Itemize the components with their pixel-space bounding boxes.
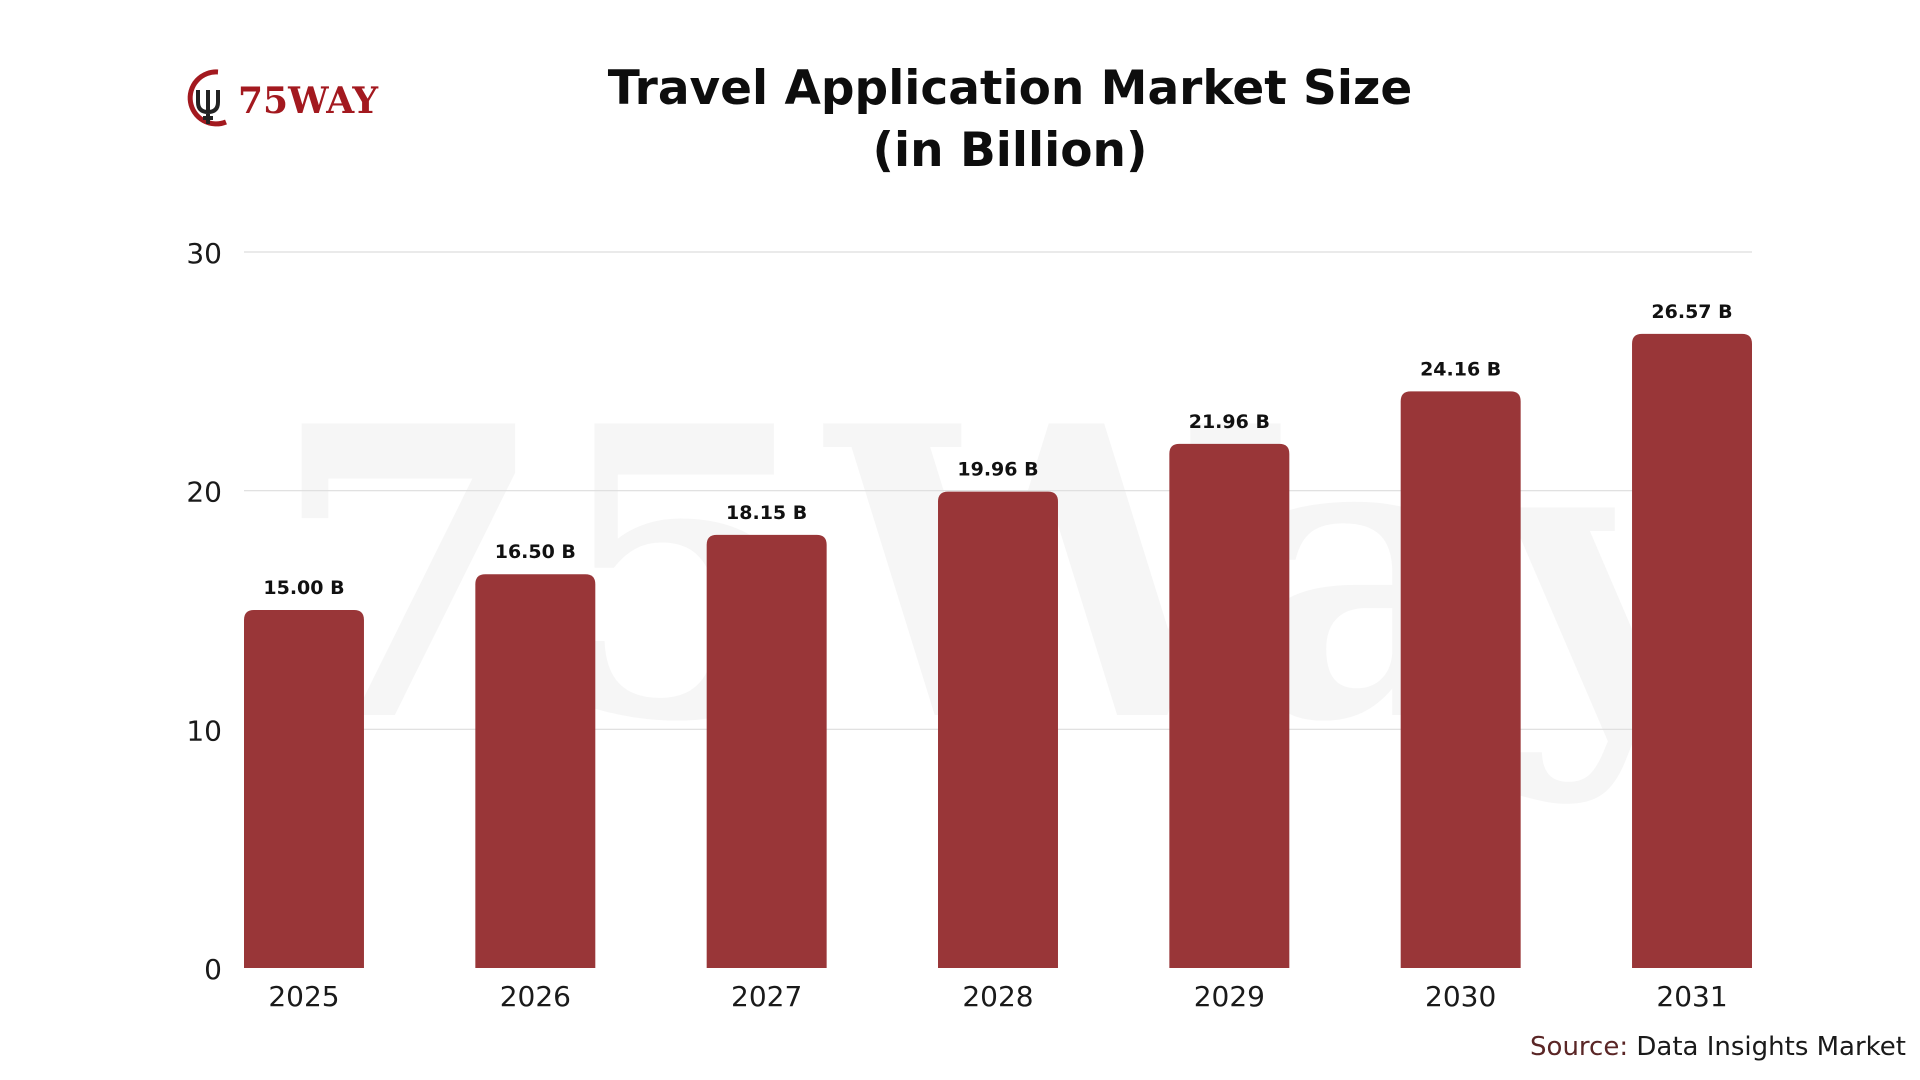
x-tick-label-2029: 2029 (1194, 980, 1265, 1013)
x-tick-label-2025: 2025 (268, 980, 339, 1013)
chart-title-block: Travel Application Market Size (in Billi… (500, 58, 1520, 182)
data-label-2030: 24.16 B (1420, 358, 1501, 380)
chart-subtitle: (in Billion) (872, 123, 1148, 178)
source-note: Source: Data Insights Market (1530, 1032, 1906, 1062)
brand-logo: 75WAY (187, 69, 379, 127)
y-tick-label: 20 (186, 476, 222, 509)
x-tick-label-2026: 2026 (500, 980, 571, 1013)
data-label-2026: 16.50 B (495, 541, 576, 563)
data-label-2025: 15.00 B (263, 577, 344, 599)
x-tick-label-2031: 2031 (1656, 980, 1727, 1013)
bar-2025 (244, 610, 364, 968)
source-value: Data Insights Market (1636, 1032, 1906, 1062)
label-layer: 15.00 B 16.50 B 18.15 B 19.96 B 21.96 B 24.16… (263, 301, 1732, 599)
bar-2030 (1400, 391, 1521, 968)
x-tick-label-2030: 2030 (1425, 980, 1496, 1013)
x-tick-label-2028: 2028 (962, 980, 1033, 1013)
bar-2031 (1632, 333, 1752, 968)
x-tick-label-2027: 2027 (731, 980, 802, 1013)
bar-2028 (938, 491, 1058, 968)
data-label-2028: 19.96 B (957, 459, 1038, 481)
y-tick-label: 0 (204, 953, 222, 986)
y-tick-label: 30 (186, 237, 222, 270)
data-label-2029: 21.96 B (1189, 411, 1270, 433)
logo-wordmark: 75WAY (238, 80, 379, 122)
chart-title: Travel Application Market Size (607, 61, 1413, 116)
bar-layer (244, 333, 1752, 968)
bar-2027 (706, 534, 827, 968)
bar-2026 (475, 574, 596, 968)
logo-ring-icon (187, 69, 227, 127)
y-tick-label: 10 (186, 714, 222, 747)
source-label: Source: (1530, 1032, 1629, 1062)
data-label-2027: 18.15 B (726, 502, 807, 524)
data-label-2031: 26.57 B (1651, 301, 1732, 323)
bar-2029 (1169, 443, 1290, 968)
logo-trident-icon (196, 90, 220, 124)
